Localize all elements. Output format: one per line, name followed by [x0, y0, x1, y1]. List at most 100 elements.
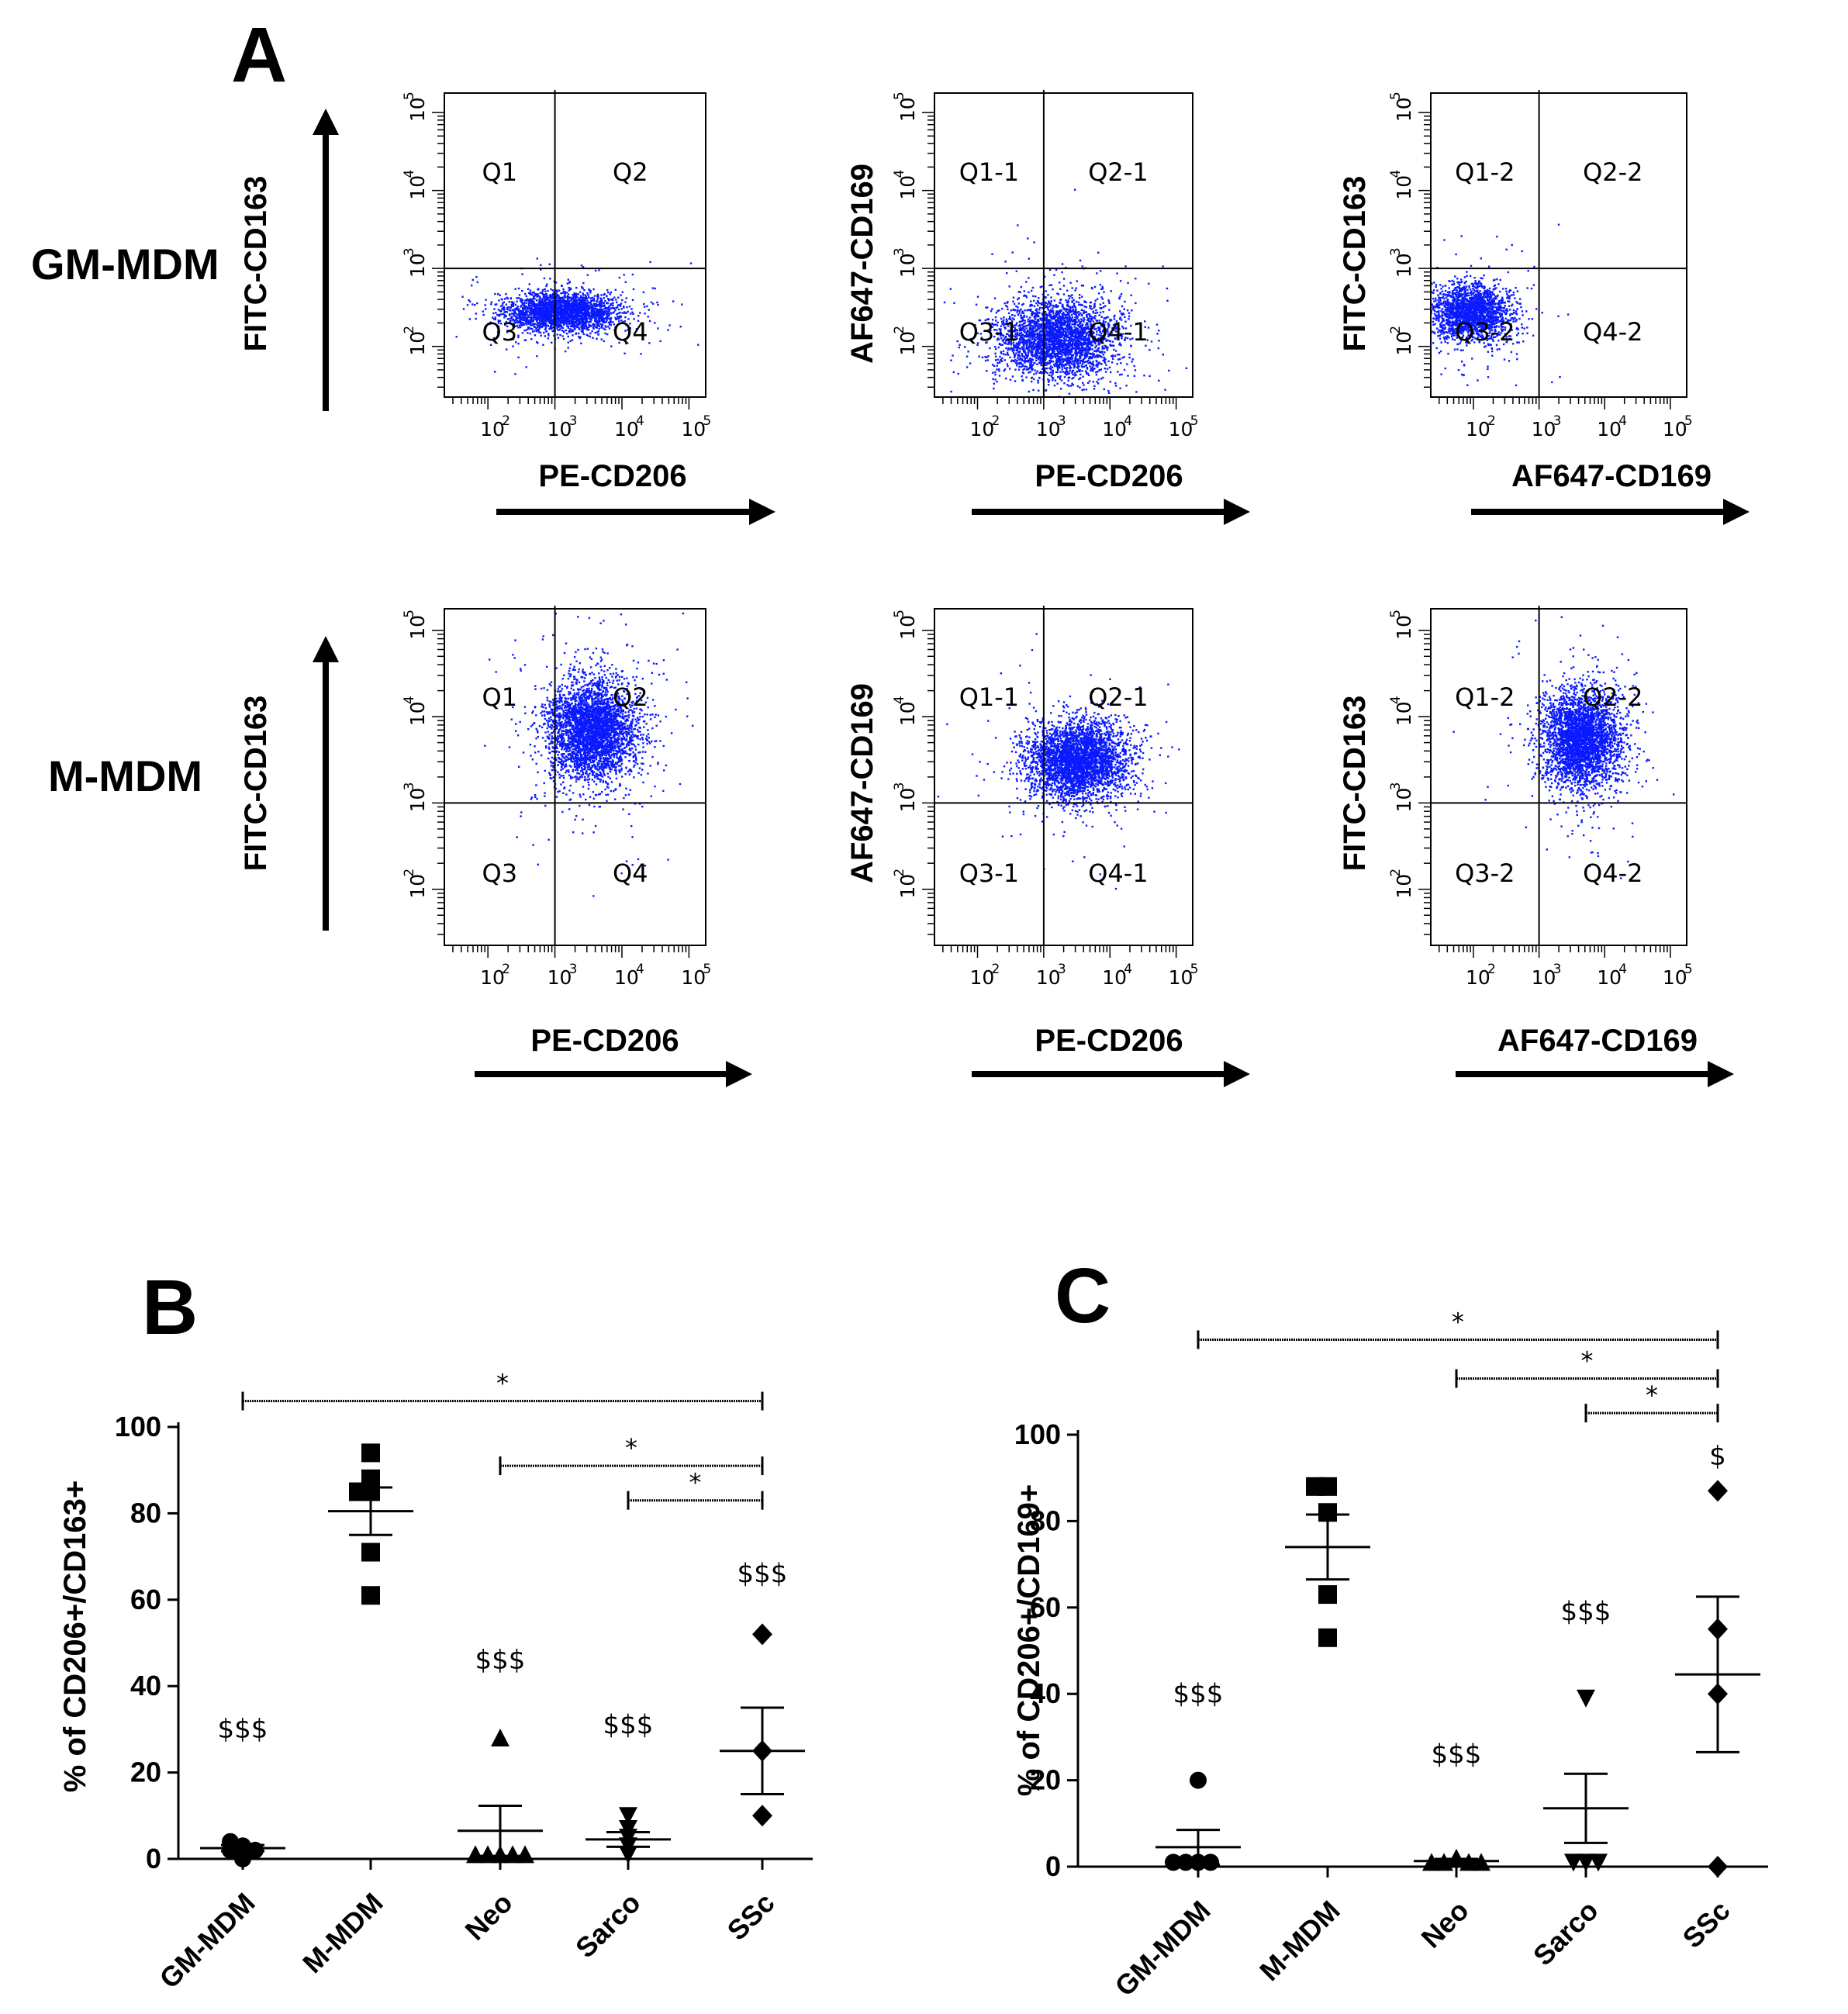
flow-event-dot [1112, 358, 1114, 361]
flow-event-dot [582, 296, 584, 299]
flow-event-dot [1071, 330, 1073, 333]
flow-event-dot [558, 297, 561, 299]
flow-event-dot [1033, 378, 1035, 381]
flow-event-dot [527, 309, 529, 311]
flow-event-dot [1081, 337, 1084, 340]
flow-event-dot [531, 311, 534, 313]
flow-event-dot [516, 306, 519, 308]
flow-event-dot [605, 326, 607, 328]
flow-event-dot [1071, 371, 1073, 374]
flow-event-dot [957, 372, 959, 375]
flow-event-dot [565, 333, 568, 335]
flow-event-dot [1051, 327, 1053, 330]
flow-event-dot [1104, 344, 1106, 347]
flow-event-dot [581, 309, 583, 313]
flow-event-dot [548, 295, 551, 297]
flow-event-dot [547, 297, 550, 299]
flow-event-dot [531, 316, 534, 320]
flow-event-dot [1082, 382, 1084, 384]
flow-event-dot [536, 316, 538, 318]
flow-event-dot [599, 317, 602, 320]
flow-event-dot [399, 330, 401, 331]
flow-event-dot [590, 299, 592, 302]
flow-event-dot [1014, 359, 1017, 361]
flow-event-dot [1070, 356, 1073, 358]
flow-event-dot [594, 306, 596, 308]
flow-event-dot [1067, 331, 1070, 333]
flow-event-dot [536, 310, 538, 313]
flow-event-dot [1103, 347, 1105, 350]
flow-event-dot [539, 303, 542, 306]
flow-event-dot [1057, 316, 1059, 319]
flow-event-dot [1024, 436, 1025, 437]
flow-event-dot [562, 288, 565, 291]
flow-event-dot [1076, 326, 1078, 330]
flow-event-dot [515, 321, 518, 323]
flow-event-dot [1121, 326, 1124, 328]
flow-event-dot [1127, 375, 1129, 377]
flow-event-dot [558, 294, 560, 297]
flow-event-dot [1057, 340, 1059, 343]
flow-event-dot [561, 305, 565, 307]
flow-event-dot [547, 333, 550, 335]
flow-event-dot [1014, 368, 1017, 371]
flow-event-dot [1031, 364, 1035, 366]
flow-event-dot [600, 338, 603, 340]
flow-event-dot [1070, 362, 1073, 365]
flow-event-dot [1060, 388, 1062, 390]
flow-event-dot [614, 326, 617, 329]
flow-event-dot [536, 299, 538, 302]
flow-event-dot [552, 322, 555, 324]
flow-event-dot [557, 337, 560, 339]
flow-event-dot [550, 309, 553, 312]
flow-event-dot [1022, 325, 1024, 328]
flow-event-dot [1086, 339, 1090, 341]
flow-event-dot [600, 305, 603, 307]
flow-event-dot [520, 299, 522, 302]
flow-event-dot [1096, 354, 1098, 356]
flow-event-dot [1078, 349, 1081, 351]
flow-event-dot [1097, 350, 1100, 352]
flow-event-dot [1083, 389, 1085, 391]
flow-event-dot [990, 309, 993, 313]
flow-event-dot [1095, 364, 1097, 367]
flow-event-dot [564, 292, 566, 295]
flow-event-dot [592, 326, 595, 329]
flow-event-dot [540, 268, 542, 271]
flow-event-dot [1052, 307, 1054, 309]
flow-event-dot [422, 306, 423, 308]
flow-event-dot [512, 318, 514, 321]
flow-event-dot [1001, 307, 1003, 310]
flow-event-dot [1045, 361, 1047, 364]
flow-event-dot [1085, 402, 1086, 404]
flow-event-dot [584, 302, 586, 305]
flow-event-dot [569, 328, 572, 330]
flow-event-dot [1046, 334, 1049, 337]
flow-event-dot [1009, 330, 1012, 332]
flow-event-dot [590, 310, 592, 313]
flow-event-dot [1029, 324, 1032, 326]
flow-event-dot [559, 301, 561, 303]
flow-event-dot [1124, 316, 1126, 319]
flow-event-dot [667, 329, 669, 331]
flow-event-dot [551, 300, 553, 302]
flow-event-dot [468, 318, 471, 320]
flow-event-dot [556, 326, 558, 330]
flow-event-dot [994, 359, 997, 361]
flow-event-dot [1185, 367, 1188, 369]
flow-event-dot [1072, 384, 1074, 386]
flow-event-dot [529, 309, 532, 311]
flow-event-dot [1104, 305, 1107, 307]
flow-event-dot [1083, 347, 1085, 350]
flow-event-dot [1034, 327, 1036, 330]
flow-event-dot [541, 310, 543, 313]
flow-event-dot [1101, 345, 1104, 347]
y-tick-label: 105 [402, 92, 429, 122]
flow-event-dot [629, 323, 631, 325]
flow-event-dot [502, 306, 505, 309]
flow-event-dot [550, 306, 552, 309]
flow-event-dot [553, 314, 555, 317]
flow-event-dot [1110, 344, 1112, 347]
flow-event-dot [558, 323, 561, 326]
flow-event-dot [1031, 338, 1034, 340]
